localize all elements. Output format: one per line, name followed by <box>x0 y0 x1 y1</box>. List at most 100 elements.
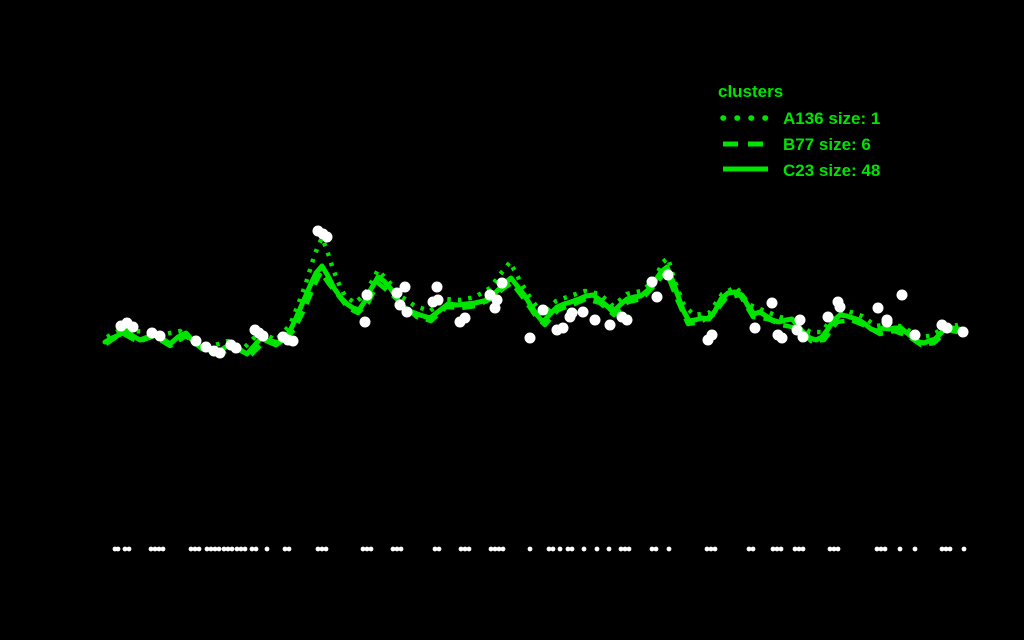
rug-dot <box>188 546 194 552</box>
rug-dot <box>148 546 154 552</box>
point-marker <box>190 335 202 347</box>
legend-rows: A136 size: 1 B77 size: 6 C23 size: 48 <box>720 109 880 180</box>
rug-dot <box>126 546 132 552</box>
rug-dot <box>360 546 366 552</box>
point-marker <box>706 329 718 341</box>
point-marker <box>524 332 536 344</box>
rug-dot <box>666 546 672 552</box>
point-marker <box>359 316 371 328</box>
rug-dot <box>238 546 244 552</box>
point-marker <box>496 277 508 289</box>
rug-dot <box>156 546 162 552</box>
rug-dot <box>878 546 884 552</box>
rug-dot <box>436 546 442 552</box>
legend-title: clusters <box>718 82 783 101</box>
point-marker <box>909 329 921 341</box>
rug-dot <box>234 546 240 552</box>
rug-points <box>112 546 967 552</box>
point-marker <box>957 326 969 338</box>
rug-dot <box>653 546 659 552</box>
rug-dot <box>746 546 752 552</box>
point-marker <box>834 301 846 313</box>
rug-dot <box>249 546 255 552</box>
rug-dot <box>196 546 202 552</box>
point-marker <box>537 304 549 316</box>
legend-item-label: A136 size: 1 <box>783 109 880 128</box>
point-marker <box>230 342 242 354</box>
rug-dot <box>204 546 210 552</box>
rug-dot <box>432 546 438 552</box>
rug-dot <box>122 546 128 552</box>
point-marker <box>776 332 788 344</box>
rug-dot <box>961 546 967 552</box>
point-marker <box>154 330 166 342</box>
rug-dot <box>943 546 949 552</box>
rug-dot <box>796 546 802 552</box>
point-marker <box>822 311 834 323</box>
rug-dot <box>242 546 248 552</box>
point-marker <box>941 322 953 334</box>
rug-dot <box>216 546 222 552</box>
rug-dot <box>115 546 121 552</box>
legend-item-label: B77 size: 6 <box>783 135 871 154</box>
rug-dot <box>221 546 227 552</box>
point-marker <box>257 330 269 342</box>
point-marker <box>287 335 299 347</box>
rug-dot <box>750 546 756 552</box>
rug-dot <box>874 546 880 552</box>
point-marker <box>399 281 411 293</box>
point-marker <box>749 322 761 334</box>
rug-dot <box>618 546 624 552</box>
point-marker <box>621 314 633 326</box>
point-marker <box>577 306 589 318</box>
point-marker <box>361 289 373 301</box>
point-marker <box>646 276 658 288</box>
rug-dot <box>565 546 571 552</box>
rug-dot <box>160 546 166 552</box>
point-marker <box>391 287 403 299</box>
rug-dot <box>212 546 218 552</box>
rug-dot <box>557 546 563 552</box>
rug-dot <box>492 546 498 552</box>
point-marker <box>797 331 809 343</box>
rug-dot <box>939 546 945 552</box>
rug-dot <box>831 546 837 552</box>
rug-dot <box>253 546 259 552</box>
rug-dot <box>208 546 214 552</box>
rug-dot <box>774 546 780 552</box>
point-marker <box>401 306 413 318</box>
rug-dot <box>462 546 468 552</box>
rug-dot <box>488 546 494 552</box>
point-marker <box>431 281 443 293</box>
rug-dot <box>712 546 718 552</box>
point-marker <box>766 297 778 309</box>
rug-dot <box>500 546 506 552</box>
point-marker <box>432 294 444 306</box>
point-marker <box>127 321 139 333</box>
point-marker <box>896 289 908 301</box>
point-marker <box>794 314 806 326</box>
rug-dot <box>649 546 655 552</box>
point-marker <box>566 307 578 319</box>
rug-dot <box>264 546 270 552</box>
rug-dot <box>550 546 556 552</box>
rug-dot <box>606 546 612 552</box>
point-marker <box>214 347 226 359</box>
point-marker <box>651 291 663 303</box>
rug-dot <box>882 546 888 552</box>
rug-dot <box>466 546 472 552</box>
rug-dot <box>770 546 776 552</box>
rug-dot <box>225 546 231 552</box>
rug-dot <box>458 546 464 552</box>
point-marker <box>557 322 569 334</box>
rug-dot <box>229 546 235 552</box>
legend-item-label: C23 size: 48 <box>783 161 880 180</box>
rug-dot <box>527 546 533 552</box>
rug-dot <box>192 546 198 552</box>
rug-dot <box>496 546 502 552</box>
point-marker <box>589 314 601 326</box>
rug-dot <box>800 546 806 552</box>
rug-dot <box>569 546 575 552</box>
rug-dot <box>364 546 370 552</box>
